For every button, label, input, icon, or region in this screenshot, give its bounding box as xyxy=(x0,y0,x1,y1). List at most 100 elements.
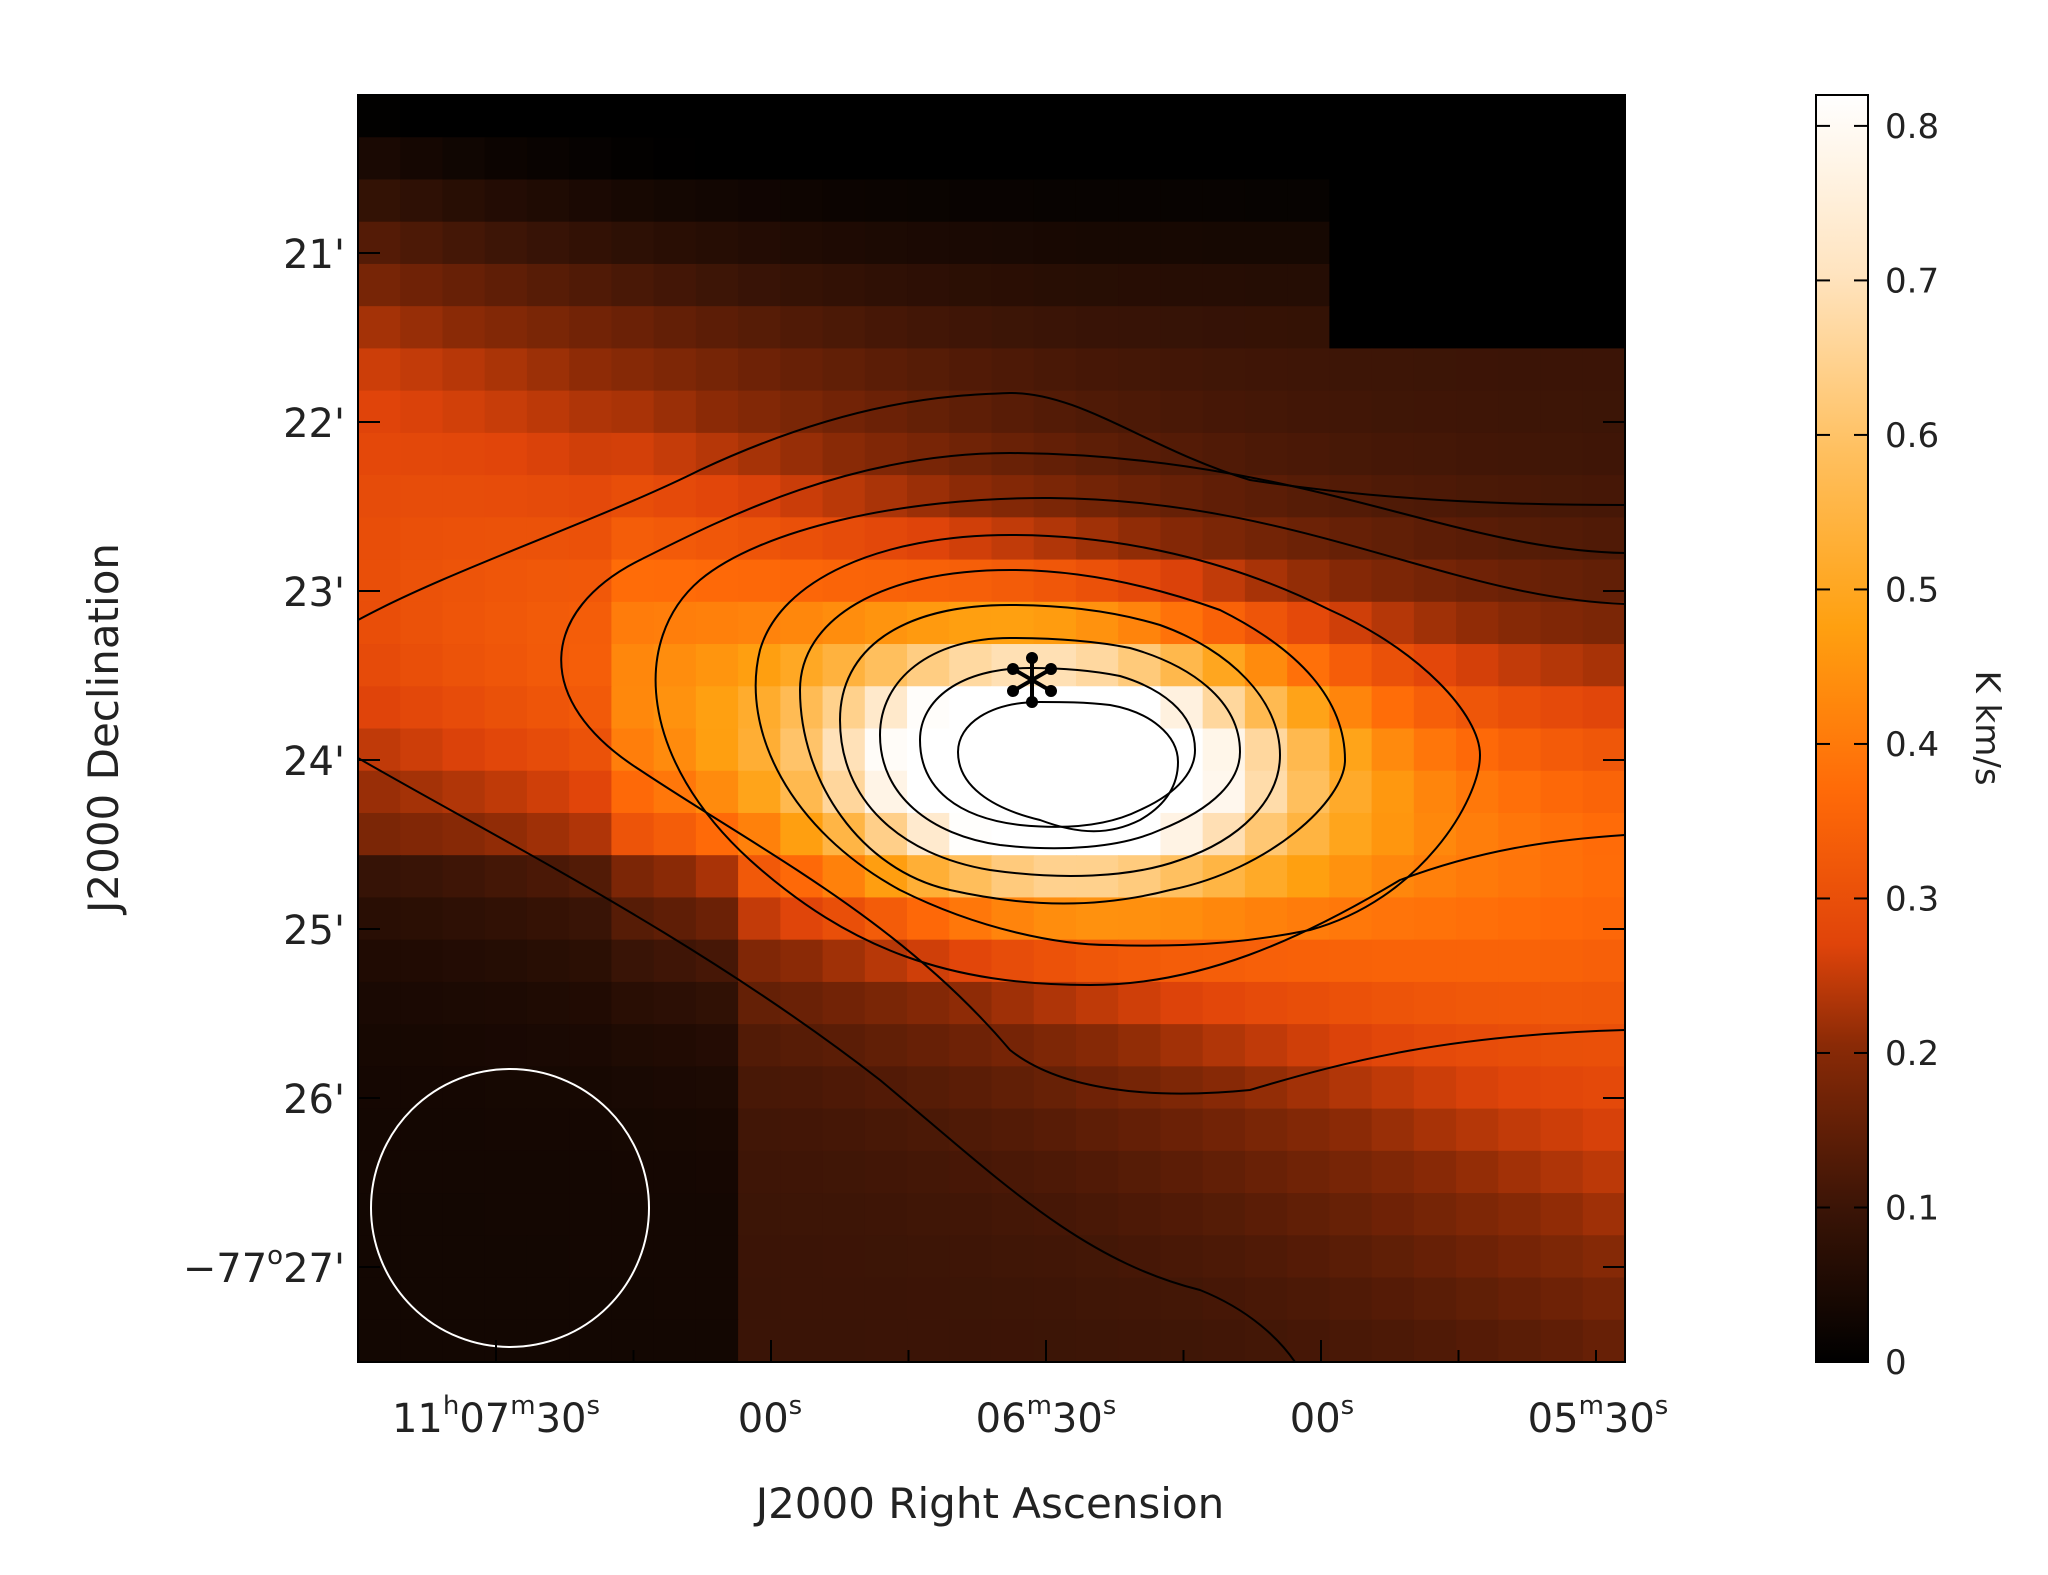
map-pixel xyxy=(442,939,486,983)
map-pixel xyxy=(1118,475,1162,518)
map-pixel xyxy=(484,390,528,434)
map-pixel xyxy=(569,812,612,856)
map-pixel xyxy=(611,137,655,181)
map-pixel xyxy=(780,1108,824,1152)
map-pixel xyxy=(1329,812,1373,856)
map-pixel xyxy=(738,559,781,603)
map-pixel xyxy=(1329,1193,1373,1236)
map-pixel xyxy=(1540,855,1584,899)
map-pixel xyxy=(526,1235,570,1279)
map-pixel xyxy=(738,1150,781,1194)
map-pixel xyxy=(1413,348,1457,392)
map-pixel xyxy=(1329,1277,1373,1321)
map-pixel xyxy=(1118,1066,1162,1110)
map-pixel xyxy=(1329,770,1373,814)
map-pixel xyxy=(907,348,950,392)
map-pixel xyxy=(1371,1193,1415,1236)
map-pixel xyxy=(1033,1193,1077,1236)
map-pixel xyxy=(442,432,486,476)
map-pixel xyxy=(611,939,655,983)
map-pixel xyxy=(1244,263,1288,307)
map-pixel xyxy=(526,390,570,434)
map-pixel xyxy=(653,348,697,392)
map-pixel xyxy=(569,855,612,899)
map-pixel xyxy=(400,644,444,687)
map-pixel xyxy=(400,1066,444,1110)
map-pixel xyxy=(1118,728,1162,772)
map-pixel xyxy=(358,1193,401,1236)
contour-level-3 xyxy=(654,496,1625,987)
y-tick-label: 25' xyxy=(283,908,345,954)
map-pixel xyxy=(991,728,1035,772)
map-pixel xyxy=(1413,770,1457,814)
map-pixel xyxy=(1033,1235,1077,1279)
map-pixel xyxy=(949,770,993,814)
map-pixel xyxy=(484,1066,528,1110)
map-pixel xyxy=(695,263,739,307)
map-pixel xyxy=(1160,1150,1204,1194)
map-pixel xyxy=(780,263,824,307)
x-tick-label: 00s xyxy=(738,1391,802,1442)
map-pixel xyxy=(358,517,401,561)
map-pixel xyxy=(526,1193,570,1236)
map-pixel xyxy=(1033,390,1077,434)
map-pixel xyxy=(1413,221,1457,265)
map-pixel xyxy=(653,812,697,856)
map-pixel xyxy=(1329,263,1373,307)
map-pixel xyxy=(695,179,739,223)
map-pixel xyxy=(1118,1150,1162,1194)
map-pixel xyxy=(1075,1193,1119,1236)
map-pixel xyxy=(569,263,612,307)
map-pixel xyxy=(400,939,444,983)
map-pixel xyxy=(1244,95,1288,138)
map-pixel xyxy=(400,812,444,856)
x-tick-marks xyxy=(357,95,1597,1362)
map-pixel xyxy=(738,390,781,434)
map-pixel xyxy=(358,644,401,687)
map-pixel xyxy=(400,179,444,223)
map-pixel xyxy=(1498,432,1542,476)
map-pixel xyxy=(949,179,993,223)
map-pixel xyxy=(1287,306,1330,349)
map-pixel xyxy=(1371,644,1415,687)
map-pixel xyxy=(1287,644,1330,687)
map-pixel xyxy=(358,432,401,476)
map-pixel xyxy=(1413,475,1457,518)
map-pixel xyxy=(1413,306,1457,349)
map-pixel xyxy=(569,939,612,983)
map-pixel xyxy=(611,981,655,1025)
y-axis-title: J2000 Declination xyxy=(79,543,128,916)
map-pixel xyxy=(822,644,866,687)
colorbar-tick-labels: 0 0.1 0.2 0.3 0.4 0.5 0.6 0.7 0.8 xyxy=(1885,107,1939,1383)
map-pixel xyxy=(1202,855,1246,899)
map-pixel xyxy=(1244,348,1288,392)
colorbar-tick-label: 0.7 xyxy=(1885,261,1939,301)
map-pixel xyxy=(1413,1193,1457,1236)
map-pixel xyxy=(949,559,993,603)
map-pixel xyxy=(907,95,950,138)
map-pixel xyxy=(780,1319,824,1362)
map-pixel xyxy=(864,1150,908,1194)
map-pixel xyxy=(1118,95,1162,138)
map-pixel xyxy=(991,306,1035,349)
map-pixel xyxy=(442,728,486,772)
map-pixel xyxy=(1413,1319,1457,1362)
map-pixel xyxy=(526,1277,570,1321)
map-pixel xyxy=(526,475,570,518)
map-pixel xyxy=(526,95,570,138)
map-pixel xyxy=(1075,1066,1119,1110)
map-pixel xyxy=(1118,348,1162,392)
map-pixel xyxy=(358,1319,401,1362)
map-pixel xyxy=(1540,601,1584,645)
x-tick-label: 06m30s xyxy=(976,1391,1117,1442)
map-pixel xyxy=(442,179,486,223)
map-pixel xyxy=(653,939,697,983)
map-pixel xyxy=(400,855,444,899)
beam-circle xyxy=(370,1068,650,1348)
map-pixel xyxy=(611,897,655,941)
map-pixel xyxy=(1540,939,1584,983)
map-pixel xyxy=(1498,475,1542,518)
map-pixel xyxy=(1456,432,1499,476)
map-pixel xyxy=(569,1150,612,1194)
map-pixel xyxy=(484,1319,528,1362)
